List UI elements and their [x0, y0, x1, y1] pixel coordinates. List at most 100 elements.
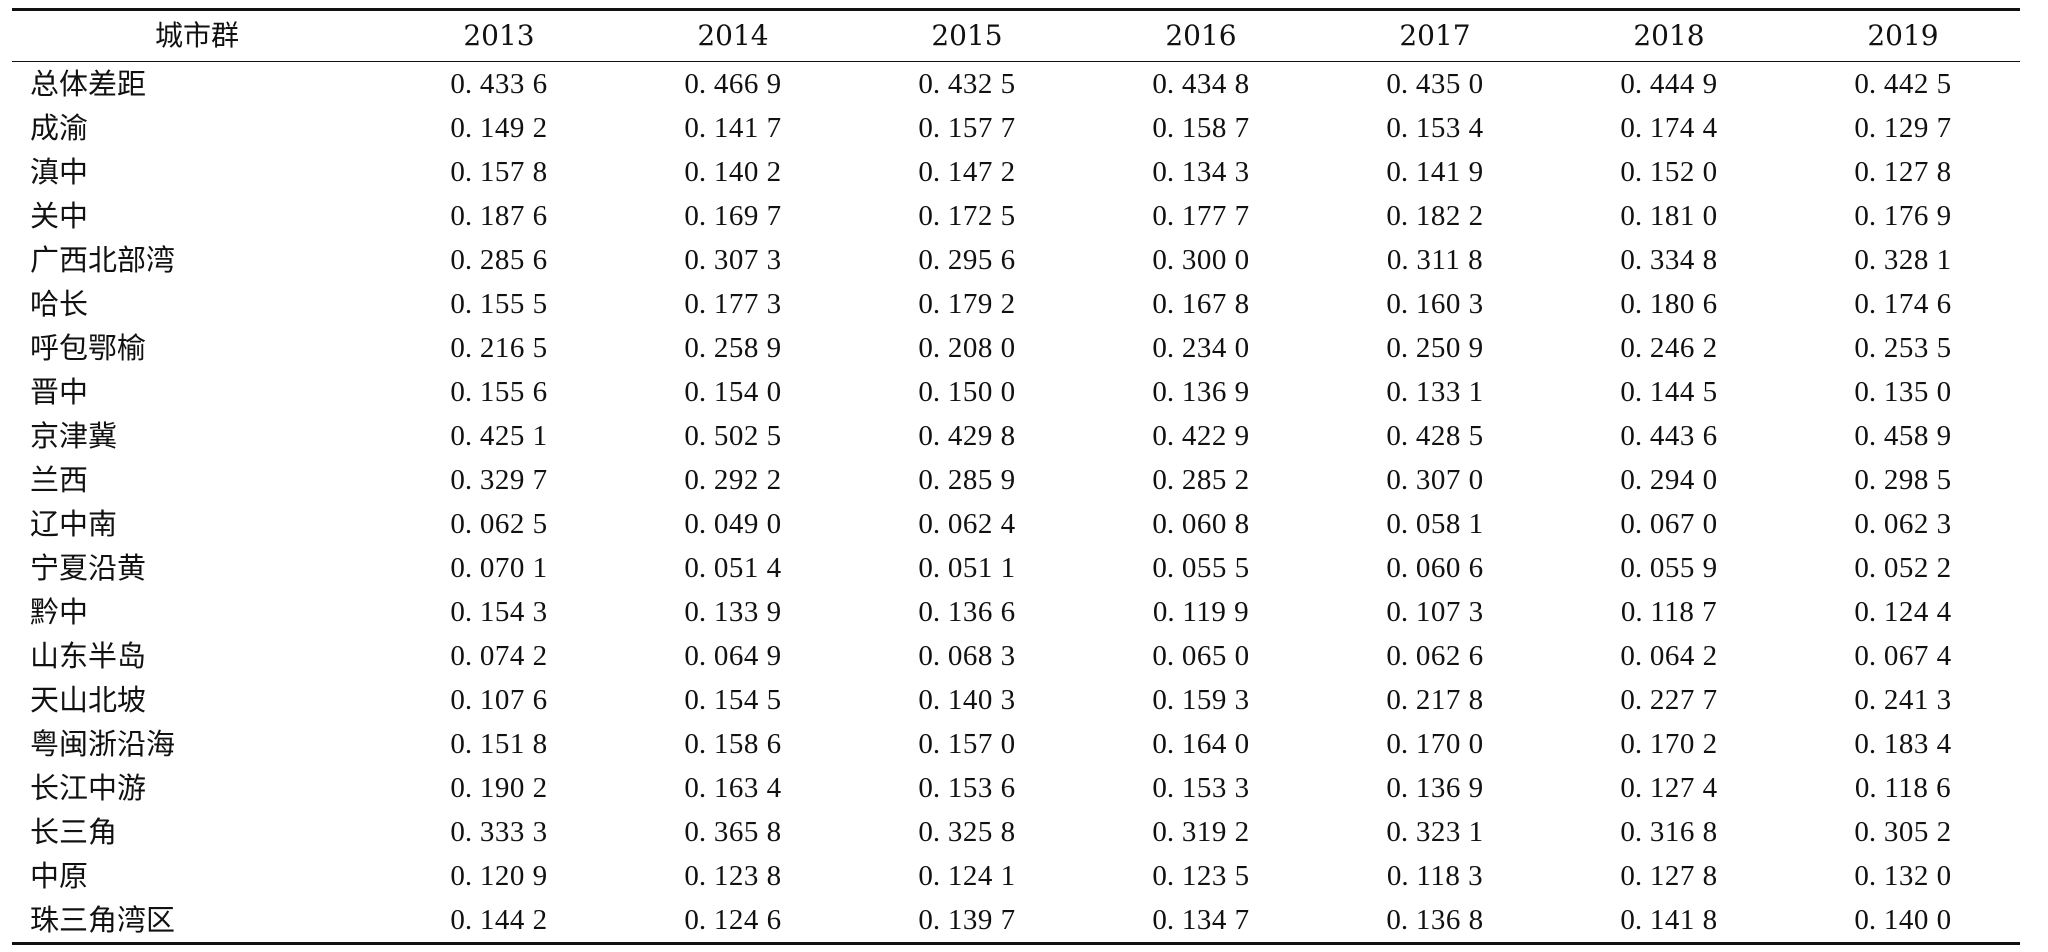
table-cell-value: 0. 055 5	[1152, 552, 1250, 584]
table-row: 辽中南 0. 062 5 0. 049 0 0. 062 4 0. 060 8 0. 05…	[12, 502, 2020, 546]
table-cell-value: 0. 329 7	[450, 464, 548, 496]
column-header-year: 2017	[1399, 19, 1471, 52]
table-cell-value: 0. 158 6	[684, 728, 782, 760]
table-cell-value: 0. 183 4	[1854, 728, 1952, 760]
row-label-city-cluster: 辽中南	[30, 507, 118, 541]
table-cell-value: 0. 055 9	[1620, 552, 1718, 584]
table-cell-value: 0. 151 8	[450, 728, 548, 760]
table-row: 成渝 0. 149 2 0. 141 7 0. 157 7 0. 158 7 0. 153…	[12, 106, 2020, 150]
table-cell-value: 0. 429 8	[918, 420, 1016, 452]
table-cell-value: 0. 174 6	[1854, 288, 1952, 320]
table-cell-value: 0. 062 3	[1854, 508, 1952, 540]
row-label-city-cluster: 中原	[30, 859, 89, 893]
table-cell-value: 0. 170 0	[1386, 728, 1484, 760]
table-cell-value: 0. 134 3	[1152, 156, 1250, 188]
table-row: 珠三角湾区 0. 144 2 0. 124 6 0. 139 7 0. 134 7 0. …	[12, 898, 2020, 944]
header-row: 城市群 2013 2014 2015 2016 2017 2018 2019	[12, 9, 2020, 62]
table-cell-value: 0. 062 5	[450, 508, 548, 540]
table-cell-value: 0. 147 2	[918, 156, 1016, 188]
table-cell-value: 0. 144 2	[450, 904, 548, 936]
column-header-year: 2015	[931, 19, 1003, 52]
table-cell-value: 0. 444 9	[1620, 68, 1718, 100]
table-cell-value: 0. 285 6	[450, 244, 548, 276]
table-cell-value: 0. 311 8	[1386, 244, 1484, 276]
table-cell-value: 0. 250 9	[1386, 332, 1484, 364]
city-cluster-gap-table: 城市群 2013 2014 2015 2016 2017 2018 2019 总…	[12, 8, 2020, 945]
table-cell-value: 0. 153 4	[1386, 112, 1484, 144]
table-row: 京津冀 0. 425 1 0. 502 5 0. 429 8 0. 422 9 0. 42…	[12, 414, 2020, 458]
table-cell-value: 0. 127 4	[1620, 772, 1718, 804]
table-cell-value: 0. 323 1	[1386, 816, 1484, 848]
row-label-city-cluster: 黔中	[30, 595, 89, 629]
table-cell-value: 0. 328 1	[1854, 244, 1952, 276]
table-cell-value: 0. 305 2	[1854, 816, 1952, 848]
table-cell-value: 0. 118 7	[1620, 596, 1718, 628]
table-cell-value: 0. 285 9	[918, 464, 1016, 496]
row-label-city-cluster: 长三角	[30, 815, 118, 849]
table-cell-value: 0. 144 5	[1620, 376, 1718, 408]
row-label-city-cluster: 兰西	[30, 463, 89, 497]
table-row: 滇中 0. 157 8 0. 140 2 0. 147 2 0. 134 3 0. 141…	[12, 150, 2020, 194]
table-cell-value: 0. 181 0	[1620, 200, 1718, 232]
row-label-city-cluster: 关中	[30, 199, 89, 233]
row-label-city-cluster: 成渝	[30, 111, 89, 145]
table-cell-value: 0. 141 7	[684, 112, 782, 144]
row-label-city-cluster: 长江中游	[30, 771, 147, 805]
table-row: 哈长 0. 155 5 0. 177 3 0. 179 2 0. 167 8 0. 160…	[12, 282, 2020, 326]
table-cell-value: 0. 157 0	[918, 728, 1016, 760]
table-cell-value: 0. 140 2	[684, 156, 782, 188]
table-cell-value: 0. 136 9	[1152, 376, 1250, 408]
row-label-city-cluster: 滇中	[30, 155, 89, 189]
table-cell-value: 0. 049 0	[684, 508, 782, 540]
table-cell-value: 0. 154 0	[684, 376, 782, 408]
table-cell-value: 0. 177 3	[684, 288, 782, 320]
table-cell-value: 0. 136 6	[918, 596, 1016, 628]
table-cell-value: 0. 118 3	[1386, 860, 1484, 892]
table-cell-value: 0. 064 2	[1620, 640, 1718, 672]
table-cell-value: 0. 208 0	[918, 332, 1016, 364]
table-cell-value: 0. 119 9	[1152, 596, 1250, 628]
table-cell-value: 0. 227 7	[1620, 684, 1718, 716]
table-cell-value: 0. 157 7	[918, 112, 1016, 144]
column-header-year: 2019	[1867, 19, 1939, 52]
table-cell-value: 0. 065 0	[1152, 640, 1250, 672]
table-cell-value: 0. 169 7	[684, 200, 782, 232]
table-cell-value: 0. 062 4	[918, 508, 1016, 540]
table-row: 长江中游 0. 190 2 0. 163 4 0. 153 6 0. 153 3 0. 1…	[12, 766, 2020, 810]
table-cell-value: 0. 127 8	[1854, 156, 1952, 188]
table-cell-value: 0. 307 0	[1386, 464, 1484, 496]
table-cell-value: 0. 300 0	[1152, 244, 1250, 276]
table-cell-value: 0. 307 3	[684, 244, 782, 276]
table-cell-value: 0. 174 4	[1620, 112, 1718, 144]
table-cell-value: 0. 060 8	[1152, 508, 1250, 540]
table-cell-value: 0. 140 0	[1854, 904, 1952, 936]
table-cell-value: 0. 333 3	[450, 816, 548, 848]
table-row: 黔中 0. 154 3 0. 133 9 0. 136 6 0. 119 9 0. 107…	[12, 590, 2020, 634]
table-cell-value: 0. 433 6	[450, 68, 548, 100]
table-cell-value: 0. 434 8	[1152, 68, 1250, 100]
table-cell-value: 0. 070 1	[450, 552, 548, 584]
row-label-city-cluster: 呼包鄂榆	[30, 331, 147, 365]
table-cell-value: 0. 133 9	[684, 596, 782, 628]
column-header-year: 2018	[1633, 19, 1705, 52]
table-row: 广西北部湾 0. 285 6 0. 307 3 0. 295 6 0. 300 0 0. …	[12, 238, 2020, 282]
table-cell-value: 0. 180 6	[1620, 288, 1718, 320]
table-row: 晋中 0. 155 6 0. 154 0 0. 150 0 0. 136 9 0. 133…	[12, 370, 2020, 414]
table-cell-value: 0. 153 3	[1152, 772, 1250, 804]
table-cell-value: 0. 150 0	[918, 376, 1016, 408]
table-row: 总体差距 0. 433 6 0. 466 9 0. 432 5 0. 434 8 0. 4…	[12, 62, 2020, 107]
row-label-city-cluster: 宁夏沿黄	[30, 551, 147, 585]
row-label-city-cluster: 天山北坡	[30, 683, 147, 717]
table-cell-value: 0. 160 3	[1386, 288, 1484, 320]
table-cell-value: 0. 292 2	[684, 464, 782, 496]
table-cell-value: 0. 172 5	[918, 200, 1016, 232]
table-cell-value: 0. 132 0	[1854, 860, 1952, 892]
table-cell-value: 0. 136 8	[1386, 904, 1484, 936]
table-cell-value: 0. 051 1	[918, 552, 1016, 584]
table-cell-value: 0. 124 4	[1854, 596, 1952, 628]
table-cell-value: 0. 182 2	[1386, 200, 1484, 232]
table-body: 总体差距 0. 433 6 0. 466 9 0. 432 5 0. 434 8 0. 4…	[12, 62, 2020, 944]
table-cell-value: 0. 124 1	[918, 860, 1016, 892]
table-cell-value: 0. 422 9	[1152, 420, 1250, 452]
table-cell-value: 0. 154 5	[684, 684, 782, 716]
